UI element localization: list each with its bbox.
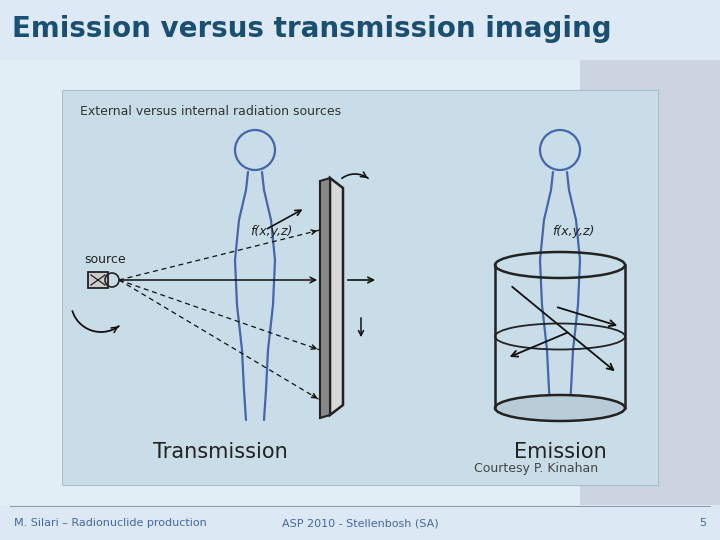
Text: ASP 2010 - Stellenbosh (SA): ASP 2010 - Stellenbosh (SA) (282, 518, 438, 528)
Polygon shape (320, 178, 330, 418)
Text: Emission: Emission (513, 442, 606, 462)
Text: source: source (84, 253, 125, 266)
Text: Courtesy P. Kinahan: Courtesy P. Kinahan (474, 462, 598, 475)
Bar (0, 0, 720, 60)
Text: 5: 5 (699, 518, 706, 528)
Bar (0, 505, 720, 540)
Text: M. Silari – Radionuclide production: M. Silari – Radionuclide production (14, 518, 207, 528)
Polygon shape (330, 178, 343, 415)
Text: f(x,y,z): f(x,y,z) (552, 225, 595, 238)
Text: f(x,y,z): f(x,y,z) (250, 225, 292, 238)
Text: External versus internal radiation sources: External versus internal radiation sourc… (80, 105, 341, 118)
Text: Transmission: Transmission (153, 442, 287, 462)
Bar (495, 265, 625, 408)
Bar (580, 0, 720, 540)
Text: Emission versus transmission imaging: Emission versus transmission imaging (12, 15, 611, 43)
Bar (88, 272, 108, 288)
Ellipse shape (495, 395, 625, 421)
FancyBboxPatch shape (62, 90, 658, 485)
